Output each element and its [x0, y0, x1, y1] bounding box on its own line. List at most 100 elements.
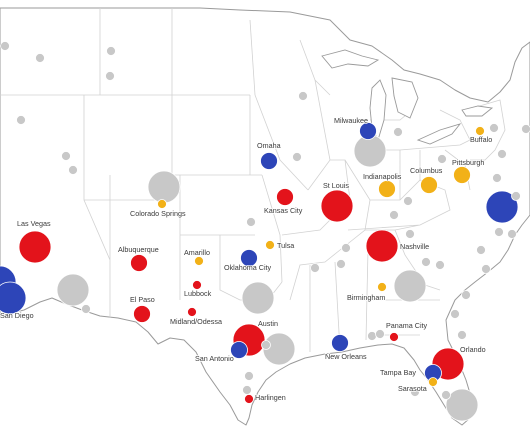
- unlabeled-marker-gray-small-5: [68, 165, 78, 175]
- unlabeled-marker-gray-small-30: [435, 260, 445, 270]
- unlabeled-marker-gray-large-3: [241, 281, 275, 315]
- marker-panama-city: [389, 332, 399, 342]
- unlabeled-marker-gray-small-25: [494, 227, 504, 237]
- unlabeled-marker-gray-large-1: [147, 170, 181, 204]
- unlabeled-marker-gray-small-13: [261, 340, 271, 350]
- marker-albuquerque: [130, 254, 148, 272]
- label-albuquerque: Albuquerque: [118, 245, 159, 254]
- unlabeled-marker-gray-small-32: [461, 290, 471, 300]
- marker-lubbock: [192, 280, 202, 290]
- lake-ontario: [461, 105, 494, 117]
- unlabeled-marker-gray-small-0: [0, 41, 10, 51]
- marker-omaha: [260, 152, 278, 170]
- label-omaha: Omaha: [257, 141, 281, 150]
- unlabeled-marker-gray-small-24: [476, 245, 486, 255]
- unlabeled-marker-gray-small-36: [367, 331, 377, 341]
- lake-superior: [321, 49, 380, 69]
- marker-amarillo: [194, 256, 204, 266]
- marker-colorado-springs: [157, 199, 167, 209]
- marker-las-vegas: [18, 230, 52, 264]
- unlabeled-marker-gray-small-34: [457, 330, 467, 340]
- marker-st-louis: [320, 189, 354, 223]
- marker-nashville: [365, 229, 399, 263]
- unlabeled-marker-gray-small-9: [336, 259, 346, 269]
- unlabeled-marker-gray-small-17: [393, 127, 403, 137]
- unlabeled-marker-gray-small-35: [410, 387, 420, 397]
- marker-midland-odessa: [187, 307, 197, 317]
- label-las-vegas: Las Vegas: [17, 219, 51, 228]
- unlabeled-marker-gray-small-6: [61, 151, 71, 161]
- unlabeled-marker-gray-small-1: [35, 53, 45, 63]
- label-el-paso: El Paso: [130, 295, 155, 304]
- unlabeled-marker-gray-small-3: [106, 46, 116, 56]
- label-new-orleans: New Orleans: [325, 352, 367, 361]
- marker-birmingham: [377, 282, 387, 292]
- unlabeled-marker-gray-small-19: [489, 123, 499, 133]
- label-pittsburgh: Pittsburgh: [452, 158, 484, 167]
- marker-el-paso: [133, 305, 151, 323]
- label-san-antonio: San Antonio: [195, 354, 234, 363]
- marker-buffalo: [475, 126, 485, 136]
- unlabeled-marker-gray-large-0: [353, 134, 387, 168]
- label-buffalo: Buffalo: [470, 135, 492, 144]
- marker-san-diego: [0, 281, 27, 315]
- label-austin: Austin: [258, 319, 278, 328]
- unlabeled-marker-gray-large-5: [393, 269, 427, 303]
- marker-oklahoma-city: [240, 249, 258, 267]
- state-boundaries: [0, 8, 506, 352]
- label-indianapolis: Indianapolis: [363, 172, 402, 181]
- label-oklahoma-city: Oklahoma City: [224, 263, 272, 272]
- unlabeled-marker-gray-small-23: [511, 191, 521, 201]
- unlabeled-marker-gray-small-33: [450, 309, 460, 319]
- marker-sarasota: [428, 377, 438, 387]
- lake-erie: [416, 123, 462, 145]
- unlabeled-marker-gray-small-26: [507, 229, 517, 239]
- label-amarillo: Amarillo: [184, 248, 210, 257]
- unlabeled-marker-gray-small-8: [292, 152, 302, 162]
- label-san-diego: San Diego: [0, 311, 34, 320]
- unlabeled-marker-gray-small-7: [298, 91, 308, 101]
- label-birmingham: Birmingham: [347, 293, 385, 302]
- unlabeled-marker-gray-small-20: [497, 149, 507, 159]
- label-panama-city: Panama City: [386, 321, 428, 330]
- label-tampa-bay: Tampa Bay: [380, 368, 416, 377]
- unlabeled-marker-gray-small-10: [310, 263, 320, 273]
- label-midland-odessa: Midland/Odessa: [170, 317, 222, 326]
- marker-milwaukee: [359, 122, 377, 140]
- marker-kansas-city: [276, 188, 294, 206]
- label-sarasota: Sarasota: [398, 384, 427, 393]
- unlabeled-marker-gray-small-31: [421, 257, 431, 267]
- label-lubbock: Lubbock: [184, 289, 212, 298]
- label-st-louis: St Louis: [323, 181, 349, 190]
- unlabeled-marker-gray-large-2: [56, 273, 90, 307]
- unlabeled-marker-gray-small-4: [16, 115, 26, 125]
- unlabeled-marker-gray-small-29: [405, 229, 415, 239]
- marker-harlingen: [244, 394, 254, 404]
- marker-pittsburgh: [453, 166, 471, 184]
- marker-san-antonio: [230, 341, 248, 359]
- label-harlingen: Harlingen: [255, 393, 286, 402]
- label-tulsa: Tulsa: [277, 241, 294, 250]
- marker-columbus: [420, 176, 438, 194]
- unlabeled-marker-gray-small-12: [246, 217, 256, 227]
- us-land-outline: [0, 7, 530, 426]
- label-columbus: Columbus: [410, 166, 443, 175]
- unlabeled-marker-gray-small-37: [375, 329, 385, 339]
- label-orlando: Orlando: [460, 345, 486, 354]
- marker-tulsa: [265, 240, 275, 250]
- unlabeled-marker-gray-small-18: [437, 154, 447, 164]
- unlabeled-marker-gray-small-27: [389, 210, 399, 220]
- label-nashville: Nashville: [400, 242, 429, 251]
- marker-new-orleans: [331, 334, 349, 352]
- unlabeled-marker-gray-small-16: [81, 304, 91, 314]
- unlabeled-marker-gray-small-2: [105, 71, 115, 81]
- label-colorado-springs: Colorado Springs: [130, 209, 186, 218]
- unlabeled-marker-gray-small-22: [492, 173, 502, 183]
- marker-indianapolis: [378, 180, 396, 198]
- unlabeled-marker-gray-small-38: [441, 390, 451, 400]
- great-lakes: [321, 49, 494, 145]
- label-milwaukee: Milwaukee: [334, 116, 368, 125]
- city-labels: Las Vegas San Diego Colorado Springs Albuqu…: [0, 115, 493, 403]
